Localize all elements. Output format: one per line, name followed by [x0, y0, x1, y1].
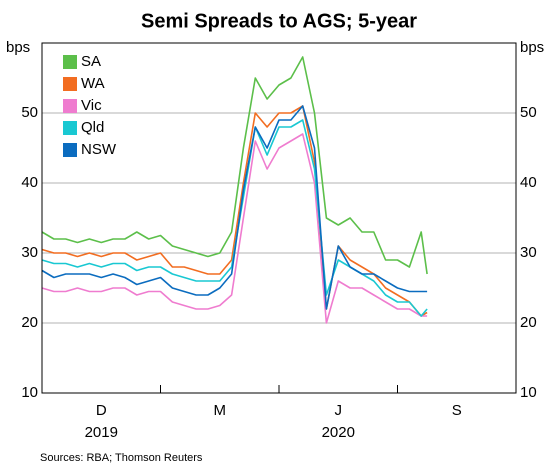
- legend-label: Vic: [81, 97, 102, 114]
- legend-label: WA: [81, 75, 105, 92]
- source-note: Sources: RBA; Thomson Reuters: [40, 452, 203, 464]
- legend-swatch: [63, 143, 77, 157]
- y2-tick-label: 20: [520, 314, 537, 331]
- y-tick-label: 50: [21, 104, 38, 121]
- legend-label: Qld: [81, 119, 104, 136]
- series-line: [41, 133, 428, 324]
- y-tick-label: 30: [21, 244, 38, 261]
- x-tick-label: M: [214, 402, 227, 419]
- legend-label: NSW: [81, 141, 117, 158]
- y-axis-label: bps: [6, 39, 30, 56]
- y2-axis-label: bps: [520, 39, 544, 56]
- series-line: [41, 105, 428, 310]
- legend-label: SA: [81, 53, 101, 70]
- plot-frame: [41, 42, 517, 394]
- x-tick-label: D: [96, 402, 107, 419]
- x-tick-label: J: [335, 402, 343, 419]
- y2-tick-label: 30: [520, 244, 537, 261]
- legend-swatch: [63, 121, 77, 135]
- x-year-label: 2019: [85, 424, 118, 441]
- series-line: [41, 105, 428, 317]
- y2-tick-label: 50: [520, 104, 537, 121]
- x-year-label: 2020: [322, 424, 355, 441]
- series-line: [41, 56, 428, 275]
- y-tick-label: 10: [21, 384, 38, 401]
- y-tick-label: 20: [21, 314, 38, 331]
- x-tick-label: S: [452, 402, 462, 419]
- chart-title: Semi Spreads to AGS; 5-year: [141, 10, 417, 32]
- y2-tick-label: 10: [520, 384, 537, 401]
- legend-swatch: [63, 77, 77, 91]
- y2-tick-label: 40: [520, 174, 537, 191]
- y-tick-label: 40: [21, 174, 38, 191]
- legend-swatch: [63, 99, 77, 113]
- legend-swatch: [63, 55, 77, 69]
